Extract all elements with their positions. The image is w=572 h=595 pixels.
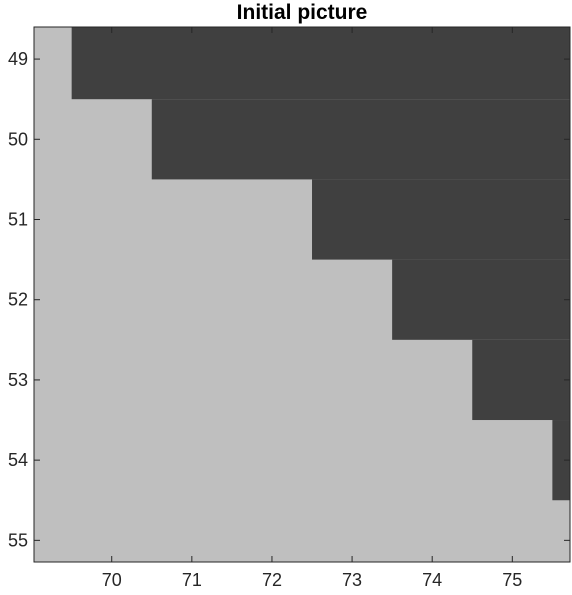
heatmap-dark-cell-row-50 (152, 99, 570, 179)
plot-cells (34, 27, 570, 562)
x-tick-label: 71 (182, 570, 202, 590)
x-tick-label: 74 (422, 570, 442, 590)
x-tick-label: 73 (342, 570, 362, 590)
y-tick-label: 49 (8, 49, 28, 69)
y-tick-label: 52 (8, 290, 28, 310)
y-tick-label: 51 (8, 210, 28, 230)
x-tick-label: 70 (102, 570, 122, 590)
y-tick-label: 54 (8, 450, 28, 470)
y-tick-label: 53 (8, 370, 28, 390)
x-tick-label: 72 (262, 570, 282, 590)
heatmap-dark-cell-row-49 (72, 27, 570, 99)
heatmap-dark-cell-row-52 (392, 260, 570, 340)
chart-title: Initial picture (237, 1, 368, 24)
heatmap-dark-cell-row-51 (312, 179, 570, 259)
y-tick-label: 55 (8, 530, 28, 550)
x-tick-label: 75 (502, 570, 522, 590)
y-tick-label: 50 (8, 129, 28, 149)
heatmap-dark-cell-row-53 (472, 340, 570, 420)
